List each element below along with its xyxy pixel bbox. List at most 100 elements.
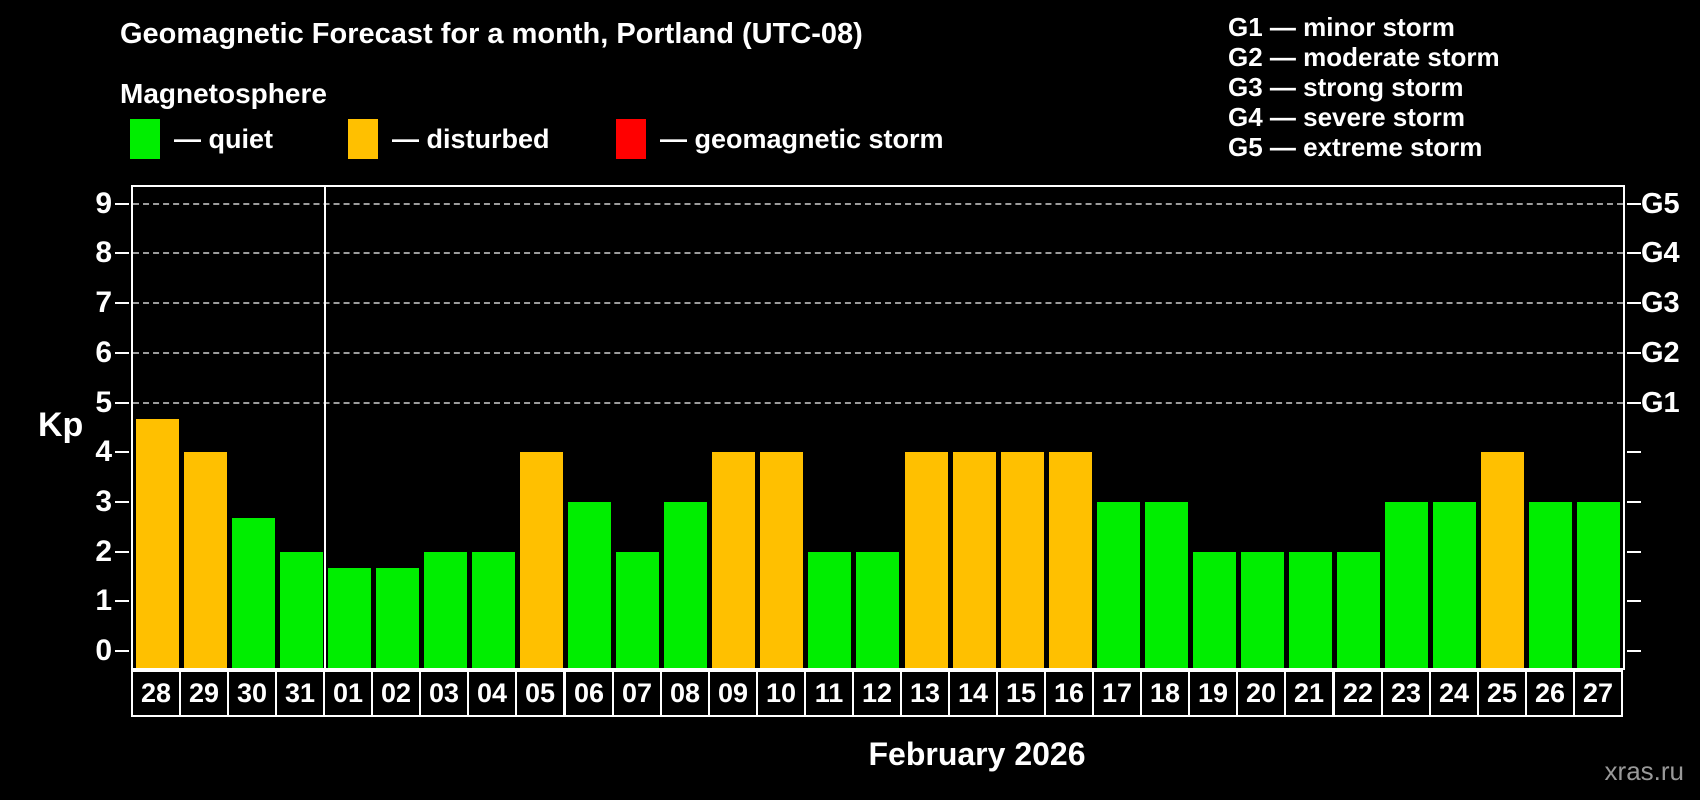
magnetosphere-subtitle: Magnetosphere (120, 78, 327, 109)
bar-day-11 (808, 551, 852, 668)
bar-day-21 (1289, 551, 1333, 668)
bar-day-02 (375, 568, 419, 668)
bar-day-23 (1385, 501, 1429, 668)
gridline-kp8 (133, 252, 1623, 255)
gridline-kp5 (133, 401, 1623, 404)
left-tick-kp6 (115, 351, 129, 354)
gridline-kp9 (133, 202, 1623, 205)
day-label-25: 25 (1477, 670, 1527, 717)
bar-day-12 (856, 551, 900, 668)
bar-day-01 (327, 568, 371, 668)
gridline-kp7 (133, 302, 1623, 305)
bar-day-06 (568, 501, 612, 668)
day-label-24: 24 (1429, 670, 1479, 717)
bar-day-26 (1529, 501, 1573, 668)
right-tick-kp7 (1627, 302, 1641, 305)
day-label-07: 07 (612, 670, 662, 717)
legend-label-quiet: — quiet (174, 123, 273, 154)
day-label-11: 11 (804, 670, 854, 717)
day-label-26: 26 (1525, 670, 1575, 717)
y-tick-label-5: 5 (95, 385, 112, 419)
bar-day-03 (423, 551, 467, 668)
watermark: xras.ru (1604, 756, 1684, 786)
day-label-22: 22 (1333, 670, 1383, 717)
day-label-14: 14 (948, 670, 998, 717)
y-axis-title: Kp (38, 406, 84, 444)
day-label-27: 27 (1573, 670, 1623, 717)
g-label-g1: G1 (1641, 386, 1680, 419)
left-tick-kp8 (115, 252, 129, 255)
gscale-legend-line-1: G1 — minor storm (1228, 12, 1455, 42)
right-tick-kp5 (1627, 401, 1641, 404)
bar-day-15 (1000, 452, 1044, 668)
y-tick-label-2: 2 (95, 534, 112, 568)
day-label-08: 08 (660, 670, 710, 717)
day-label-03: 03 (419, 670, 469, 717)
quiet-swatch (130, 119, 160, 159)
day-label-06: 06 (564, 670, 614, 717)
bar-day-20 (1240, 551, 1284, 668)
left-tick-kp2 (115, 550, 129, 553)
bar-day-25 (1481, 452, 1525, 668)
page-title: Geomagnetic Forecast for a month, Portla… (120, 18, 863, 50)
day-label-21: 21 (1284, 670, 1334, 717)
left-tick-kp7 (115, 302, 129, 305)
day-label-18: 18 (1140, 670, 1190, 717)
bar-day-28 (135, 418, 179, 668)
day-label-05: 05 (515, 670, 565, 717)
bar-day-22 (1337, 551, 1381, 668)
day-label-20: 20 (1236, 670, 1286, 717)
bar-day-18 (1144, 501, 1188, 668)
right-tick-kp0 (1627, 650, 1641, 652)
day-label-10: 10 (756, 670, 806, 717)
legend-item-storm: — geomagnetic storm (616, 118, 944, 160)
gridline-kp6 (133, 351, 1623, 354)
y-tick-label-1: 1 (95, 584, 112, 618)
bar-day-09 (712, 452, 756, 668)
bar-day-14 (952, 452, 996, 668)
day-label-23: 23 (1381, 670, 1431, 717)
right-tick-kp9 (1627, 202, 1641, 205)
gscale-legend-line-4: G4 — severe storm (1228, 102, 1466, 132)
day-label-01: 01 (323, 670, 373, 717)
month-boundary-line (324, 187, 327, 668)
day-label-15: 15 (996, 670, 1046, 717)
legend-item-disturbed: — disturbed (348, 118, 550, 160)
y-tick-label-7: 7 (95, 286, 112, 320)
bar-day-27 (1577, 501, 1621, 668)
day-label-17: 17 (1092, 670, 1142, 717)
right-tick-kp6 (1627, 351, 1641, 354)
day-label-30: 30 (227, 670, 277, 717)
right-tick-kp2 (1627, 550, 1641, 553)
day-label-04: 04 (467, 670, 517, 717)
y-tick-label-9: 9 (95, 186, 112, 220)
bar-day-24 (1433, 501, 1477, 668)
gscale-legend-line-5: G5 — extreme storm (1228, 132, 1483, 162)
right-tick-kp4 (1627, 451, 1641, 454)
day-label-31: 31 (275, 670, 325, 717)
bar-day-04 (471, 551, 515, 668)
right-tick-kp1 (1627, 600, 1641, 603)
y-tick-label-4: 4 (95, 435, 112, 469)
y-tick-label-3: 3 (95, 484, 112, 518)
bar-day-08 (664, 501, 708, 668)
storm-swatch (616, 119, 646, 159)
g-label-g3: G3 (1641, 287, 1680, 320)
bar-day-16 (1048, 452, 1092, 668)
g-label-g5: G5 (1641, 187, 1680, 220)
day-label-29: 29 (179, 670, 229, 717)
right-tick-kp3 (1627, 500, 1641, 503)
left-tick-kp5 (115, 401, 129, 404)
y-tick-label-6: 6 (95, 335, 112, 369)
month-label: February 2026 (868, 736, 1086, 772)
right-tick-kp8 (1627, 252, 1641, 255)
legend-item-quiet: — quiet (130, 118, 273, 160)
legend-label-disturbed: — disturbed (392, 123, 550, 154)
disturbed-swatch (348, 119, 378, 159)
left-tick-kp0 (115, 650, 129, 652)
bar-day-31 (279, 551, 323, 668)
gscale-legend-line-2: G2 — moderate storm (1228, 42, 1500, 72)
bar-day-17 (1096, 501, 1140, 668)
left-tick-kp1 (115, 600, 129, 603)
